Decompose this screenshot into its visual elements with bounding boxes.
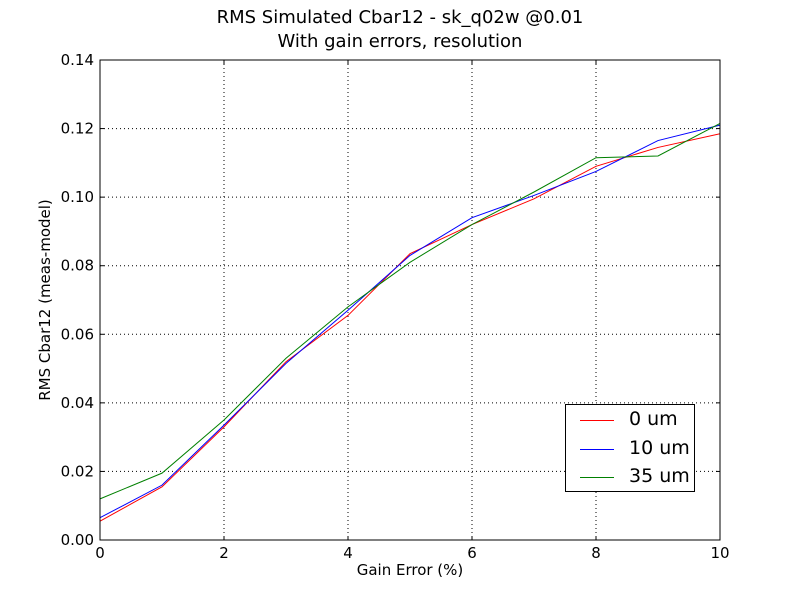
x-tick-label: 6 [467, 544, 477, 562]
y-tick-label: 0.00 [61, 531, 94, 549]
axis-ticks: 0 2 4 6 8 10 0.00 0.02 0.04 0.06 0.08 0.10 0.12 0.14 [61, 51, 730, 562]
x-tick-label: 4 [343, 544, 353, 562]
x-tick-label: 10 [710, 544, 729, 562]
legend-item-35um: 35 um [566, 463, 694, 491]
legend-item-0um: 0 um [566, 406, 694, 434]
y-tick-label: 0.14 [61, 51, 94, 69]
series-line-1 [99, 124, 721, 519]
y-tick-label: 0.06 [61, 325, 94, 343]
legend: 0 um 10 um 35 um [565, 404, 695, 492]
legend-swatch-green [580, 477, 614, 478]
x-tick-label: 8 [591, 544, 601, 562]
y-tick-label: 0.12 [61, 120, 94, 138]
legend-swatch-red [580, 420, 614, 421]
legend-label: 0 um [629, 408, 678, 430]
x-tick-label: 0 [95, 544, 105, 562]
series-line-2 [99, 122, 721, 500]
legend-item-10um: 10 um [566, 435, 694, 463]
y-tick-label: 0.02 [61, 462, 94, 480]
y-tick-label: 0.08 [61, 257, 94, 275]
chart-subtitle: With gain errors, resolution [277, 31, 523, 52]
legend-label: 35 um [629, 465, 690, 487]
y-tick-label: 0.10 [61, 188, 94, 206]
legend-swatch-blue [580, 449, 614, 450]
y-tick-label: 0.04 [61, 394, 94, 412]
series-lines [99, 122, 721, 522]
x-tick-label: 2 [219, 544, 229, 562]
plot-area-frame [99, 59, 721, 541]
chart-title: RMS Simulated Cbar12 - sk_q02w @0.01 [216, 7, 584, 28]
series-line-0 [99, 133, 721, 522]
y-axis-label: RMS Cbar12 (meas-model) [36, 199, 54, 401]
x-axis-label: Gain Error (%) [356, 561, 464, 579]
legend-label: 10 um [629, 437, 690, 459]
